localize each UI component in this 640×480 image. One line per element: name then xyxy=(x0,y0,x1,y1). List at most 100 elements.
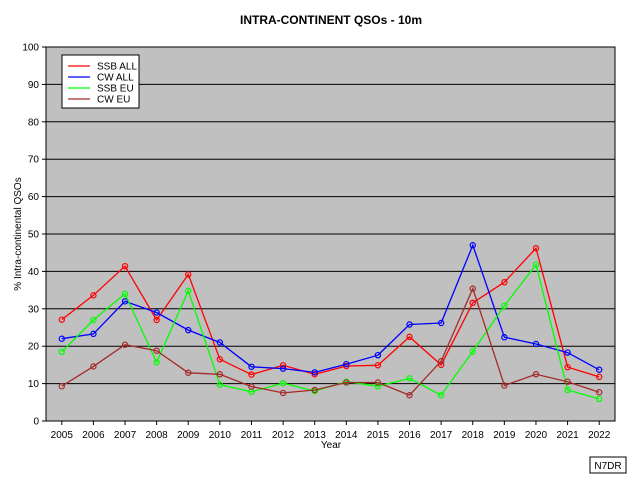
data-point xyxy=(564,378,571,385)
data-point xyxy=(437,357,445,365)
data-point xyxy=(343,379,350,386)
y-tick-label: 20 xyxy=(28,342,40,353)
y-axis-label: % Intra-continental QSOs xyxy=(13,177,24,290)
y-tick-label: 40 xyxy=(28,267,40,278)
legend-label: SSB EU xyxy=(97,84,134,95)
data-point xyxy=(279,362,287,369)
data-point xyxy=(279,389,287,397)
x-tick-label: 2008 xyxy=(146,430,169,441)
data-point xyxy=(216,356,224,363)
data-point xyxy=(185,287,192,295)
x-tick-label: 2006 xyxy=(82,430,105,441)
x-tick-label: 2016 xyxy=(398,430,421,441)
y-tick-label: 60 xyxy=(28,192,40,203)
data-point xyxy=(216,339,224,346)
data-point xyxy=(121,298,129,305)
data-point xyxy=(216,381,224,388)
x-axis-label: Year xyxy=(321,440,342,451)
data-point xyxy=(185,326,192,334)
data-point xyxy=(532,261,540,268)
data-point xyxy=(248,371,255,378)
x-tick-label: 2010 xyxy=(209,430,232,441)
x-tick-label: 2022 xyxy=(588,430,611,441)
legend-label: SSB ALL xyxy=(97,62,137,73)
data-point xyxy=(437,319,445,327)
data-point xyxy=(406,391,413,399)
series-cw-all xyxy=(58,242,603,376)
legend-label: CW EU xyxy=(97,95,130,106)
data-point xyxy=(121,262,129,270)
x-tick-label: 2015 xyxy=(367,430,390,441)
data-point xyxy=(90,330,97,338)
data-point xyxy=(469,285,476,292)
data-point xyxy=(153,359,160,366)
y-tick-label: 80 xyxy=(28,117,40,128)
x-tick-label: 2011 xyxy=(241,430,263,441)
data-point xyxy=(343,362,350,370)
x-tick-label: 2017 xyxy=(430,430,453,441)
data-point xyxy=(58,383,66,390)
data-point xyxy=(58,316,66,323)
y-tick-label: 30 xyxy=(28,304,40,315)
x-tick-label: 2014 xyxy=(335,430,358,441)
chart-title: INTRA-CONTINENT QSOs - 10m xyxy=(240,13,422,27)
x-tick-label: 2018 xyxy=(462,430,485,441)
y-tick-label: 90 xyxy=(28,80,40,91)
data-point xyxy=(374,362,382,369)
data-point xyxy=(501,302,508,310)
data-point xyxy=(374,351,382,359)
x-tick-label: 2012 xyxy=(272,430,295,441)
credit-text: N7DR xyxy=(594,461,621,472)
data-point xyxy=(501,334,508,341)
data-point xyxy=(58,348,66,356)
x-axis: 2005 2006 2007 2008 2009 2010 2011 2012 2013 2014… xyxy=(51,421,611,441)
data-point xyxy=(90,363,97,370)
data-point xyxy=(311,369,318,376)
data-point xyxy=(374,379,382,386)
y-tick-label: 0 xyxy=(33,417,39,428)
data-point xyxy=(532,340,540,348)
gridlines xyxy=(46,83,615,385)
data-point xyxy=(121,290,129,298)
data-point xyxy=(595,395,603,403)
data-point xyxy=(469,299,476,307)
data-point xyxy=(595,366,603,373)
series-group xyxy=(58,242,603,403)
data-point xyxy=(279,380,287,387)
y-tick-label: 10 xyxy=(28,379,40,390)
x-tick-label: 2007 xyxy=(114,430,137,441)
data-point xyxy=(406,333,413,341)
x-tick-label: 2005 xyxy=(51,430,74,441)
data-point xyxy=(311,371,318,378)
data-point xyxy=(595,373,603,381)
data-point xyxy=(532,245,540,252)
series-line xyxy=(61,243,600,374)
data-point xyxy=(248,383,255,390)
data-point xyxy=(501,382,508,389)
x-tick-label: 2019 xyxy=(493,430,516,441)
x-tick-label: 2009 xyxy=(177,430,200,441)
data-point xyxy=(121,341,129,348)
data-point xyxy=(501,279,508,286)
legend-label: CW ALL xyxy=(97,73,134,84)
x-tick-label: 2020 xyxy=(525,430,548,441)
series-line xyxy=(61,286,600,396)
data-point xyxy=(279,365,287,372)
data-point xyxy=(343,360,350,368)
data-point xyxy=(153,309,160,316)
x-tick-label: 2021 xyxy=(556,430,579,441)
data-point xyxy=(90,292,97,299)
y-axis: 0 10 20 30 40 50 60 70 80 90 100 xyxy=(22,43,46,428)
data-point xyxy=(58,335,66,342)
credit-badge: N7DR xyxy=(589,456,627,474)
data-point xyxy=(532,371,540,378)
data-point xyxy=(437,391,445,399)
data-point xyxy=(469,348,476,355)
data-point xyxy=(374,383,382,390)
data-point xyxy=(564,363,571,371)
data-point xyxy=(185,369,192,376)
y-tick-label: 100 xyxy=(22,43,39,54)
credit-box xyxy=(589,456,627,474)
